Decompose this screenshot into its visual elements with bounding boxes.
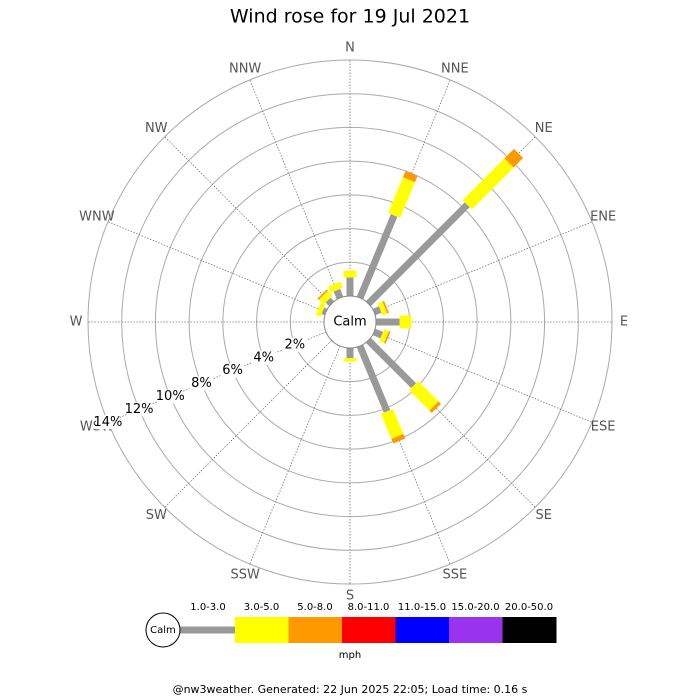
direction-label: W: [70, 315, 83, 330]
direction-label: E: [620, 315, 628, 330]
legend-calm-label: Calm: [150, 625, 176, 636]
bar-segment: [402, 170, 418, 183]
direction-label: N: [345, 41, 355, 56]
spoke: [249, 79, 341, 299]
ring-label-bg: [282, 337, 307, 352]
ring: [188, 160, 512, 484]
bar-segment: [382, 300, 389, 314]
bar-segment: [379, 329, 389, 344]
bar-segment: [325, 297, 335, 307]
ring-label: 6%: [222, 363, 243, 378]
chart-title: Wind rose for 19 Jul 2021: [230, 6, 470, 28]
ring-label: 2%: [285, 337, 306, 352]
direction-label: NE: [535, 121, 553, 136]
direction-label: NW: [145, 121, 168, 136]
ring-label-bg: [189, 376, 214, 391]
direction-label: ENE: [590, 210, 616, 225]
bar-segment: [381, 408, 404, 439]
ring: [222, 194, 478, 450]
direction-label: WNW: [79, 210, 115, 225]
ring-label-bg: [158, 389, 183, 404]
direction-label: NNE: [441, 61, 469, 76]
direction-label: S: [346, 589, 354, 604]
bar-segment: [356, 214, 398, 300]
bar-segment: [372, 328, 384, 339]
ring-label-bg: [127, 402, 152, 417]
legend-label: 15.0-20.0: [451, 602, 499, 613]
legend-label: 8.0-11.0: [348, 602, 390, 613]
bar-segment: [372, 306, 382, 316]
legend-label: 1.0-3.0: [190, 602, 225, 613]
direction-label: SSE: [442, 568, 467, 583]
bar-segment: [391, 433, 406, 444]
legend-swatch: [342, 617, 396, 643]
legend-swatch: [502, 617, 557, 643]
spoke: [164, 136, 332, 304]
legend-label: 3.0-5.0: [244, 602, 279, 613]
bar-segment: [365, 337, 417, 389]
legend-label: 11.0-15.0: [398, 602, 446, 613]
bar-segment: [315, 302, 326, 317]
ring-label: 10%: [156, 389, 185, 404]
direction-label: ESE: [591, 419, 616, 434]
bar-segment: [429, 401, 441, 413]
ring-label-bg: [220, 363, 245, 378]
legend-swatch: [449, 617, 503, 643]
legend-unit: mph: [339, 650, 361, 661]
ring-label: 8%: [191, 376, 212, 391]
ring-label: 14%: [93, 415, 122, 430]
bar-segment: [409, 381, 439, 411]
bar-segment: [365, 202, 470, 307]
ring-label-bg: [251, 350, 276, 365]
spoke: [373, 221, 593, 313]
bar-segment: [328, 281, 343, 293]
spoke: [164, 340, 332, 508]
legend-calm: [145, 612, 181, 648]
footer: @nw3weather. Generated: 22 Jun 2025 22:0…: [173, 683, 528, 696]
bar-segment: [317, 289, 328, 300]
ring-label: 12%: [125, 402, 154, 417]
direction-label: SW: [146, 508, 167, 523]
bar-segment: [318, 290, 333, 305]
spoke: [373, 331, 593, 423]
bar-segment: [462, 158, 514, 210]
bar-segment: [504, 148, 524, 168]
spoke: [107, 221, 327, 313]
legend-swatch: [288, 617, 343, 643]
legend-swatch: [395, 617, 450, 643]
legend-label: 5.0-8.0: [297, 602, 332, 613]
legend-label: 20.0-50.0: [505, 602, 553, 613]
spoke: [249, 345, 341, 565]
calm-label: Calm: [333, 315, 366, 330]
direction-label: SE: [536, 508, 552, 523]
bar-segment: [356, 344, 391, 413]
bar-segment: [388, 177, 415, 218]
direction-label: NNW: [229, 61, 261, 76]
bar-segment: [377, 301, 388, 316]
direction-label: SSW: [230, 568, 260, 583]
legend-swatch: [235, 617, 289, 643]
bar-segment: [383, 331, 391, 344]
ring: [87, 59, 613, 585]
bar-segment: [333, 288, 344, 300]
ring-label: 4%: [253, 350, 274, 365]
calm-circle: [323, 295, 377, 349]
ring-label-bg: [95, 415, 120, 430]
bar-segment: [321, 307, 328, 316]
